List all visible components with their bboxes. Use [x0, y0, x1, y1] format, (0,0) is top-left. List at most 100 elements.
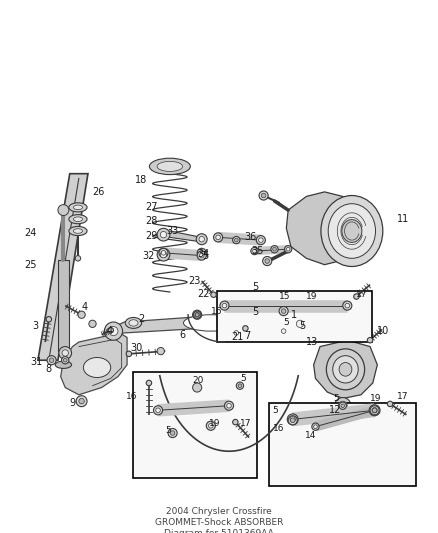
- Circle shape: [196, 234, 207, 245]
- Ellipse shape: [69, 227, 87, 236]
- Text: 23: 23: [188, 276, 201, 286]
- Text: 5: 5: [273, 406, 279, 415]
- Text: 33: 33: [166, 226, 178, 236]
- Circle shape: [161, 251, 166, 255]
- Text: 4: 4: [81, 302, 88, 312]
- Text: 5: 5: [252, 307, 258, 317]
- Circle shape: [197, 248, 206, 257]
- Circle shape: [232, 328, 241, 337]
- Circle shape: [281, 309, 286, 313]
- Circle shape: [372, 408, 377, 413]
- Text: 5: 5: [284, 318, 290, 327]
- Circle shape: [265, 259, 269, 263]
- Circle shape: [160, 252, 167, 258]
- Circle shape: [199, 251, 204, 255]
- Text: 5: 5: [240, 374, 246, 383]
- Circle shape: [234, 330, 239, 335]
- Circle shape: [281, 329, 286, 333]
- Circle shape: [199, 253, 204, 258]
- Ellipse shape: [69, 203, 87, 212]
- Text: 2004 Chrysler Crossfire: 2004 Chrysler Crossfire: [166, 507, 272, 516]
- Ellipse shape: [74, 205, 82, 209]
- Text: 34: 34: [197, 249, 209, 259]
- Circle shape: [387, 401, 393, 407]
- Text: 17: 17: [240, 419, 251, 429]
- Bar: [269, 403, 416, 486]
- Text: 30: 30: [131, 343, 143, 353]
- Circle shape: [168, 429, 177, 438]
- Circle shape: [238, 384, 242, 387]
- Circle shape: [157, 348, 164, 355]
- Circle shape: [263, 256, 272, 265]
- Circle shape: [343, 301, 352, 310]
- Circle shape: [287, 414, 298, 425]
- Text: 6: 6: [179, 330, 185, 340]
- Circle shape: [211, 292, 216, 297]
- Circle shape: [261, 193, 266, 198]
- Ellipse shape: [321, 196, 383, 266]
- Text: 19: 19: [306, 292, 318, 301]
- Circle shape: [59, 346, 71, 359]
- Text: 19: 19: [370, 394, 381, 403]
- Circle shape: [312, 423, 319, 430]
- Text: 16: 16: [126, 392, 138, 401]
- Circle shape: [339, 402, 346, 409]
- Bar: [217, 292, 372, 342]
- Text: 17: 17: [397, 392, 409, 401]
- Circle shape: [293, 317, 307, 331]
- Ellipse shape: [55, 361, 71, 368]
- Circle shape: [258, 238, 263, 243]
- Circle shape: [314, 425, 317, 429]
- Circle shape: [234, 238, 238, 242]
- Circle shape: [341, 404, 345, 408]
- Circle shape: [271, 246, 278, 253]
- Circle shape: [206, 421, 215, 430]
- Text: 5: 5: [252, 282, 258, 293]
- Polygon shape: [163, 231, 202, 242]
- Ellipse shape: [184, 314, 238, 331]
- Polygon shape: [111, 313, 302, 335]
- Text: 29: 29: [145, 231, 158, 240]
- Circle shape: [79, 312, 85, 318]
- Circle shape: [46, 317, 52, 322]
- Circle shape: [199, 237, 205, 242]
- Ellipse shape: [342, 220, 362, 243]
- Circle shape: [157, 248, 170, 261]
- Circle shape: [290, 417, 296, 422]
- Text: 28: 28: [145, 216, 158, 226]
- Text: 36: 36: [244, 232, 257, 243]
- Ellipse shape: [326, 349, 364, 390]
- Circle shape: [338, 401, 347, 410]
- Circle shape: [290, 418, 295, 423]
- Circle shape: [353, 294, 359, 299]
- Text: GROMMET-Shock ABSORBER: GROMMET-Shock ABSORBER: [155, 518, 283, 527]
- Circle shape: [126, 351, 132, 357]
- Circle shape: [160, 231, 167, 238]
- Text: 3: 3: [32, 321, 39, 330]
- Circle shape: [233, 419, 238, 425]
- Text: 9: 9: [70, 398, 76, 408]
- Circle shape: [109, 327, 118, 336]
- Text: 20: 20: [193, 376, 204, 385]
- Text: 25: 25: [24, 260, 37, 270]
- Text: 12: 12: [329, 405, 342, 415]
- Text: Diagram for 5101369AA: Diagram for 5101369AA: [164, 529, 274, 533]
- Ellipse shape: [74, 217, 82, 221]
- Text: 14: 14: [304, 431, 316, 440]
- Text: 10: 10: [378, 326, 389, 336]
- Circle shape: [76, 395, 87, 407]
- Circle shape: [170, 431, 175, 435]
- Circle shape: [195, 313, 199, 317]
- Text: 19: 19: [209, 419, 220, 429]
- Text: 5: 5: [202, 251, 208, 261]
- Circle shape: [227, 403, 231, 408]
- Circle shape: [62, 357, 69, 364]
- Text: 17: 17: [357, 290, 368, 299]
- Bar: [58, 260, 69, 351]
- Circle shape: [243, 326, 248, 331]
- Circle shape: [220, 301, 229, 310]
- Text: 24: 24: [24, 228, 37, 238]
- Circle shape: [195, 312, 199, 317]
- Circle shape: [159, 248, 168, 257]
- Circle shape: [208, 424, 213, 428]
